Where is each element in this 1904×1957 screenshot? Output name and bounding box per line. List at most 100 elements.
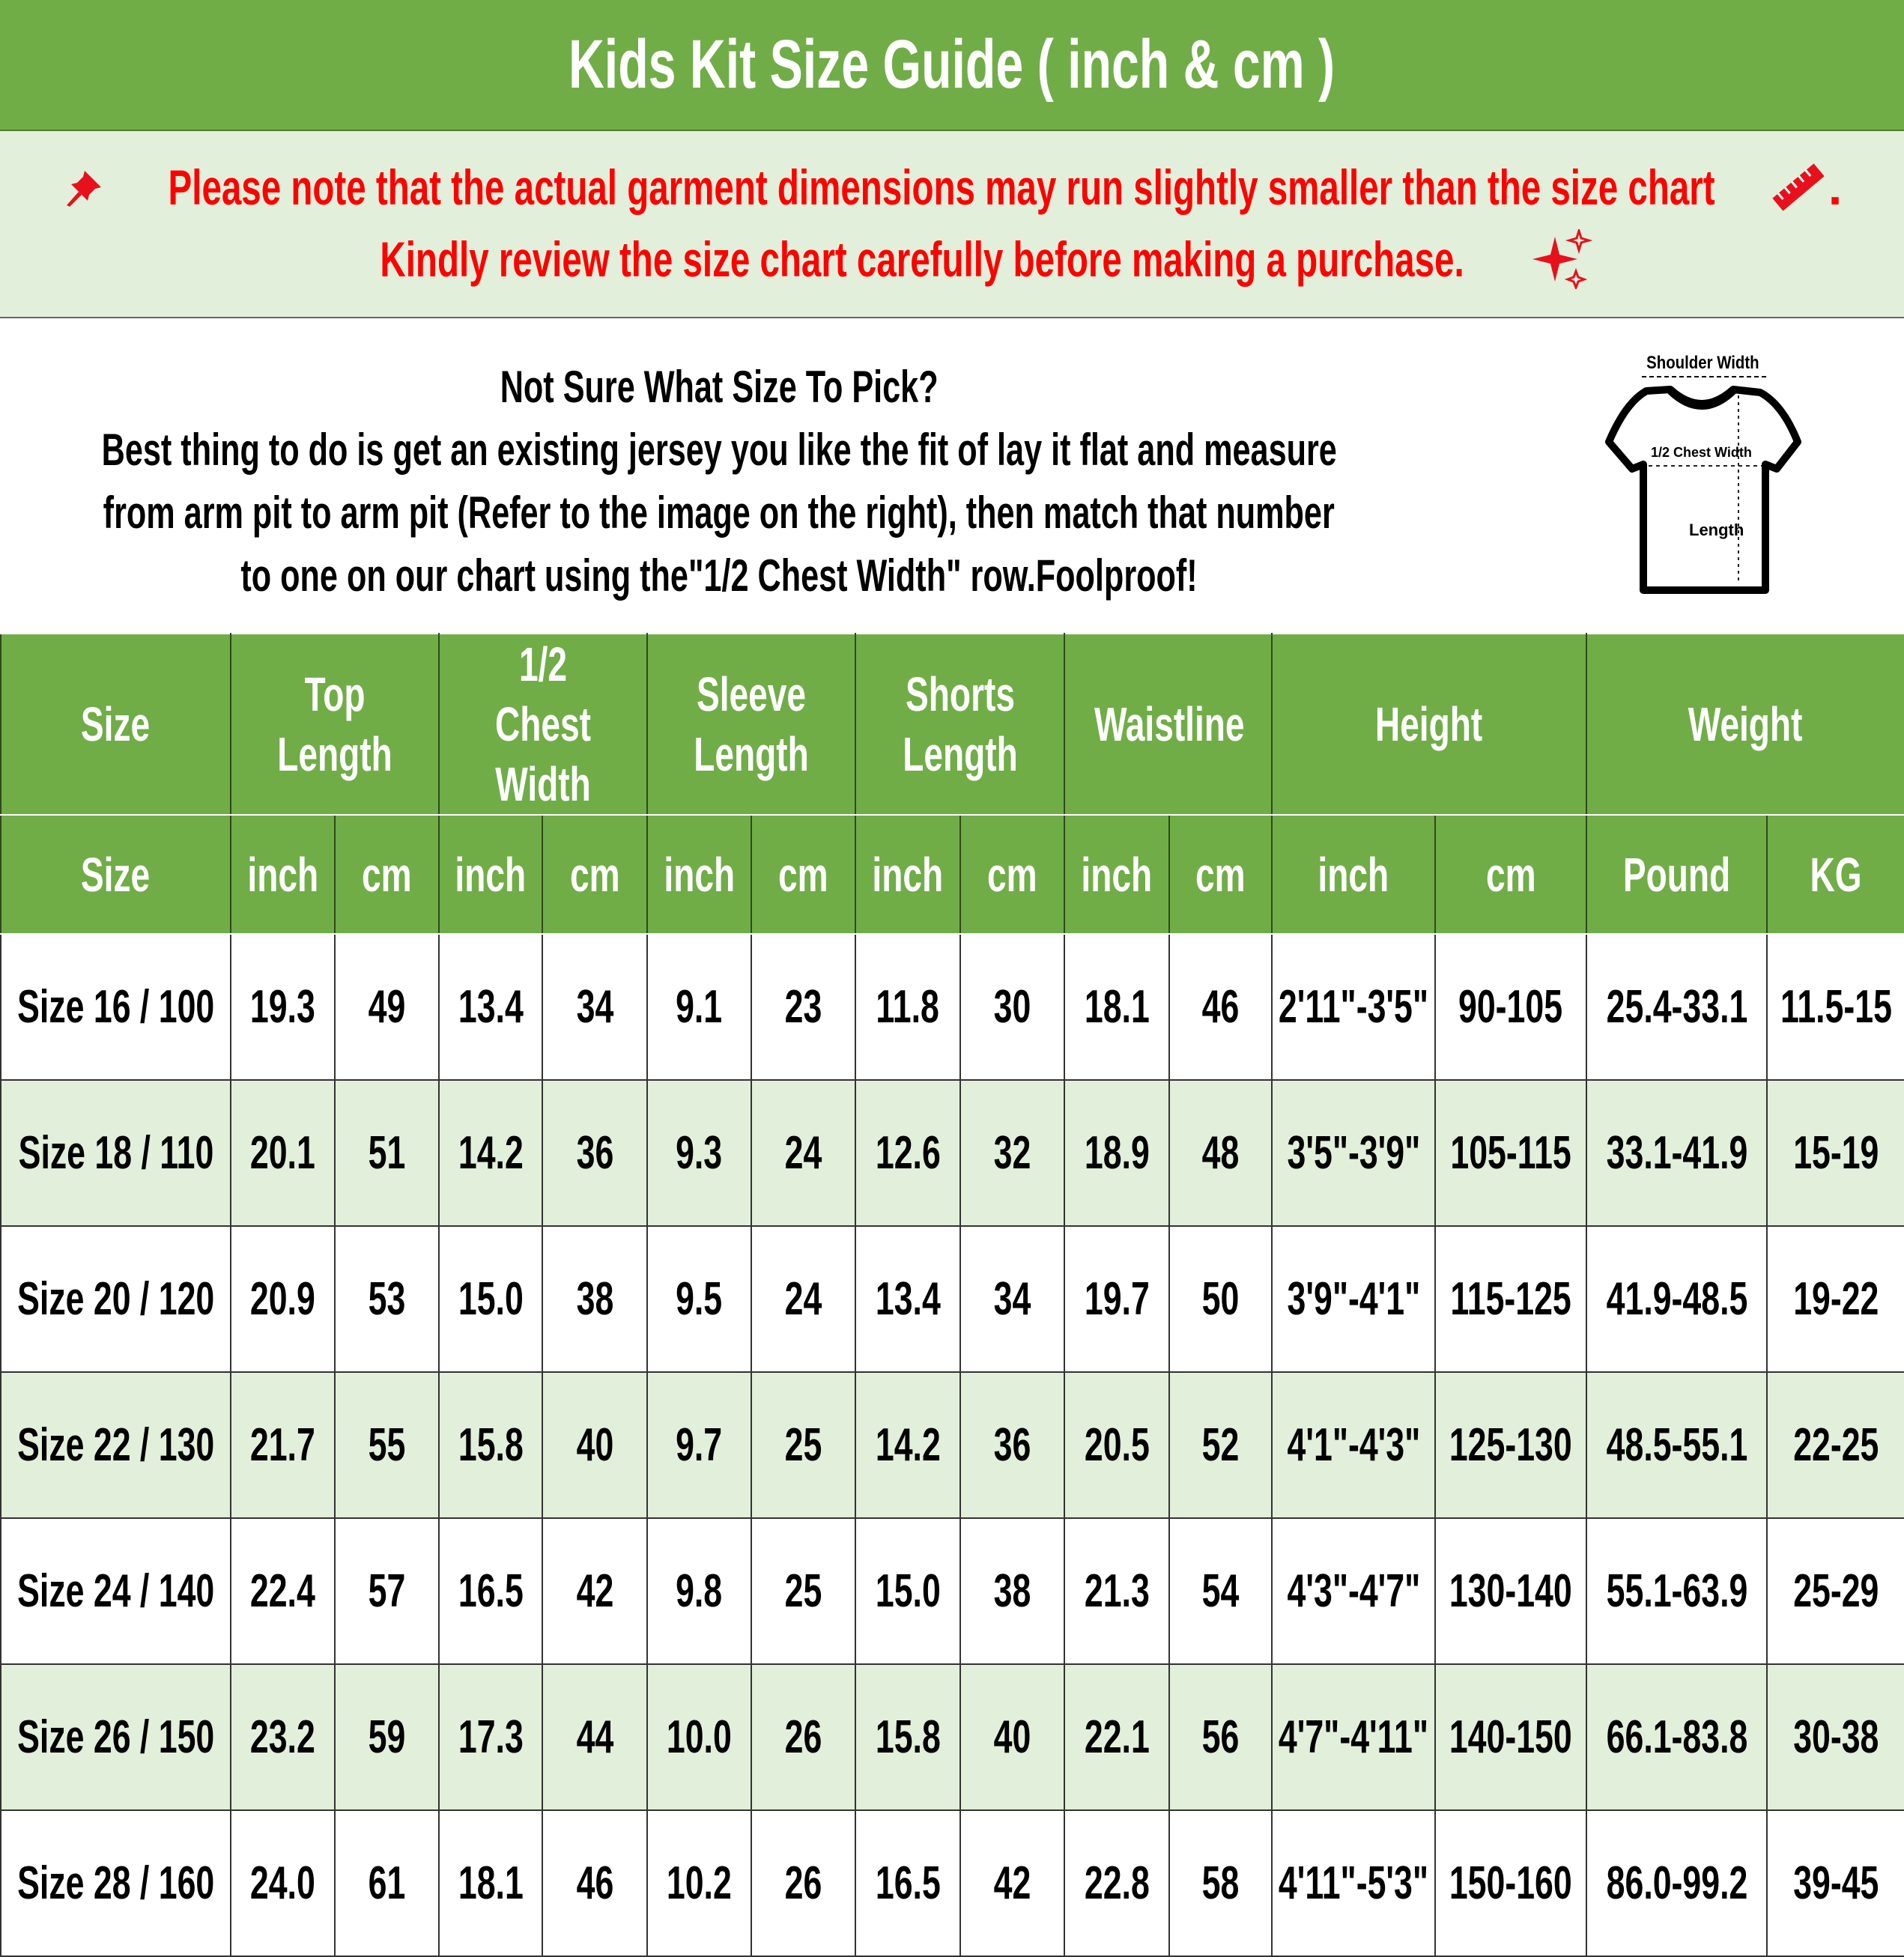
table-cell: 55 [334,1371,440,1519]
table-cell: 38 [959,1517,1065,1665]
header-group-0: Size [0,633,231,816]
table-cell: 50 [1168,1225,1273,1373]
table-cell: 18.1 [1064,933,1170,1081]
header-unit-7: inch [855,814,961,935]
table-cell: 23 [751,933,856,1081]
table-cell: 61 [334,1809,440,1957]
table-cell: 15.8 [438,1371,543,1519]
ruler-icon [1772,163,1825,211]
size-table: Size Top Length 1/2 Chest Width Sleeve Leng… [0,633,1904,1957]
table-cell: 21.7 [230,1371,336,1519]
table-cell: 26 [751,1809,856,1957]
table-cell: 26 [751,1663,856,1811]
table-cell: 54 [1168,1517,1273,1665]
length-label: Length [1689,521,1744,539]
table-row: Size 22 / 130 21.7 55 15.8 40 9.7 25 14.2 36 20.5… [0,1371,1904,1519]
table-cell: 9.5 [646,1225,752,1373]
table-cell: 39-45 [1766,1809,1904,1957]
table-cell: 21.3 [1064,1517,1170,1665]
table-cell: 3'9"-4'1" [1271,1225,1436,1373]
table-cell: 10.0 [646,1663,752,1811]
shoulder-width-label: Shoulder Width [1646,352,1759,372]
header-group-3: Sleeve Length [646,633,856,816]
table-cell: 22-25 [1766,1371,1904,1519]
table-cell: 57 [334,1517,440,1665]
header-group-5: Waistline [1064,633,1273,816]
table-cell: 150-160 [1434,1809,1587,1957]
table-cell: 9.8 [646,1517,752,1665]
table-cell: 12.6 [855,1079,961,1227]
table-cell: 52 [1168,1371,1273,1519]
table-cell: 40 [542,1371,648,1519]
table-cell: Size 22 / 130 [0,1371,231,1519]
header-unit-9: inch [1064,814,1170,935]
table-cell: 49 [334,933,440,1081]
table-cell: 13.4 [855,1225,961,1373]
table-cell: 2'11"-3'5" [1271,933,1436,1081]
table-cell: 14.2 [855,1371,961,1519]
table-cell: 14.2 [438,1079,543,1227]
table-cell: 48 [1168,1079,1273,1227]
table-cell: Size 20 / 120 [0,1225,231,1373]
table-cell: 66.1-83.8 [1586,1663,1768,1811]
header-group-6: Height [1271,633,1587,816]
table-cell: 9.1 [646,933,752,1081]
header-group-7: Weight [1586,633,1904,816]
table-cell: 24.0 [230,1809,336,1957]
table-cell: 22.1 [1064,1663,1170,1811]
table-cell: 140-150 [1434,1663,1587,1811]
chest-width-label: 1/2 Chest Width [1651,445,1752,460]
table-cell: 46 [1168,933,1273,1081]
table-cell: 30-38 [1766,1663,1904,1811]
table-cell: 34 [542,933,648,1081]
table-cell: Size 24 / 140 [0,1517,231,1665]
table-cell: 32 [959,1079,1065,1227]
table-cell: 25 [751,1517,856,1665]
table-cell: 20.9 [230,1225,336,1373]
table-cell: 55.1-63.9 [1586,1517,1768,1665]
table-cell: 25 [751,1371,856,1519]
table-cell: 48.5-55.1 [1586,1371,1768,1519]
table-cell: 56 [1168,1663,1273,1811]
table-cell: 15.0 [438,1225,543,1373]
table-cell: 53 [334,1225,440,1373]
header-group-2: 1/2 Chest Width [438,633,648,816]
header-unit-2: cm [334,814,440,935]
table-cell: 11.5-15 [1766,933,1904,1081]
table-cell: 42 [542,1517,648,1665]
table-cell: 22.4 [230,1517,336,1665]
table-cell: Size 16 / 100 [0,933,231,1081]
table-cell: 15-19 [1766,1079,1904,1227]
table-cell: Size 26 / 150 [0,1663,231,1811]
header-unit-1: inch [230,814,336,935]
table-cell: 22.8 [1064,1809,1170,1957]
table-cell: 15.8 [855,1663,961,1811]
table-cell: 59 [334,1663,440,1811]
tshirt-diagram: Shoulder Width 1/2 Chest Width Length [1605,352,1801,594]
table-row: Size 20 / 120 20.9 53 15.0 38 9.5 24 13.4 34 19.7… [0,1225,1904,1373]
table-cell: 10.2 [646,1809,752,1957]
header-unit-4: cm [542,814,648,935]
table-cell: 15.0 [855,1517,961,1665]
table-cell: 33.1-41.9 [1586,1079,1768,1227]
table-cell: 42 [959,1809,1065,1957]
table-cell: 36 [959,1371,1065,1519]
table-cell: 4'7"-4'11" [1271,1663,1436,1811]
table-cell: Size 28 / 160 [0,1809,231,1957]
table-cell: 24 [751,1225,856,1373]
table-cell: 19.7 [1064,1225,1170,1373]
header-unit-6: cm [751,814,856,935]
header-unit-11: inch [1271,814,1436,935]
table-cell: 11.8 [855,933,961,1081]
header-group-row: Size Top Length 1/2 Chest Width Sleeve Leng… [0,633,1904,816]
table-cell: 17.3 [438,1663,543,1811]
table-cell: 16.5 [438,1517,543,1665]
table-cell: 4'3"-4'7" [1271,1517,1436,1665]
table-cell: 9.3 [646,1079,752,1227]
table-cell: 20.1 [230,1079,336,1227]
info-heading: Not Sure What Size To Pick? [500,362,939,412]
table-row: Size 28 / 160 24.0 61 18.1 46 10.2 26 16.5 42 22.… [0,1809,1904,1957]
table-cell: 40 [959,1663,1065,1811]
table-cell: 25-29 [1766,1517,1904,1665]
table-cell: 3'5"-3'9" [1271,1079,1436,1227]
